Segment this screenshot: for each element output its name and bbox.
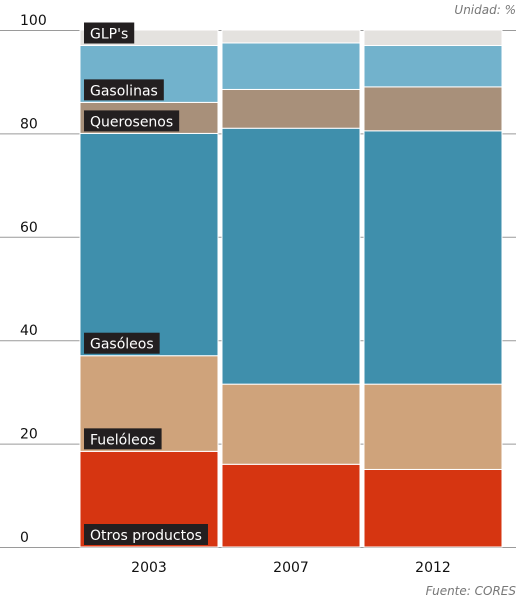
- bar-segment: [363, 383, 503, 470]
- series-label-bg: [84, 524, 208, 545]
- source-note: Fuente: CORES: [426, 584, 516, 597]
- series-label: Fuelóleos: [84, 428, 162, 450]
- series-label-bg: [84, 79, 164, 101]
- bar-segment: [221, 127, 361, 385]
- series-label: GLP's: [84, 22, 135, 44]
- series-label: Otros productos: [84, 524, 208, 545]
- y-tick-label: 0: [20, 530, 29, 546]
- series-label-bg: [84, 332, 160, 354]
- series-label-text: Gasolinas: [90, 83, 158, 99]
- bar-segment: [221, 42, 361, 90]
- y-tick-label: 60: [20, 220, 38, 236]
- series-label-bg: [84, 110, 180, 132]
- bar-segment: [221, 88, 361, 129]
- y-tick-label: 80: [20, 116, 38, 132]
- bar-segment: [363, 86, 503, 132]
- bar-segment: [79, 132, 219, 357]
- bar-segment: [221, 29, 361, 44]
- series-label-bg: [84, 428, 162, 450]
- x-tick-label: 2003: [131, 560, 167, 576]
- series-label-text: Querosenos: [90, 114, 173, 130]
- bar-segment: [363, 45, 503, 88]
- bars: [79, 29, 503, 548]
- bar-segment: [363, 29, 503, 47]
- series-label-text: GLP's: [90, 27, 128, 43]
- series-label: Gasolinas: [84, 79, 164, 101]
- bar-segment: [363, 468, 503, 548]
- series-label: Gasóleos: [84, 332, 160, 354]
- y-tick-label: 100: [20, 13, 47, 29]
- y-axis: 0 20 40 60 80 100: [20, 13, 47, 546]
- bar-segment: [221, 463, 361, 548]
- series-labels: Otros productos Fuelóleos Gasóleos Querosen…: [84, 22, 208, 545]
- series-label: Querosenos: [84, 110, 180, 132]
- x-tick-label: 2012: [415, 560, 451, 576]
- bar-segment: [221, 383, 361, 465]
- series-label-text: Gasóleos: [90, 337, 154, 353]
- y-tick-label: 20: [20, 427, 38, 443]
- series-label-text: Fuelóleos: [90, 432, 156, 448]
- series-label-text: Otros productos: [90, 528, 202, 544]
- x-tick-label: 2007: [273, 560, 309, 576]
- x-axis: 2003 2007 2012: [131, 560, 451, 576]
- y-tick-label: 40: [20, 323, 38, 339]
- bar-segment: [363, 130, 503, 385]
- unit-note: Unidad: %: [454, 3, 516, 17]
- series-label-bg: [84, 22, 135, 44]
